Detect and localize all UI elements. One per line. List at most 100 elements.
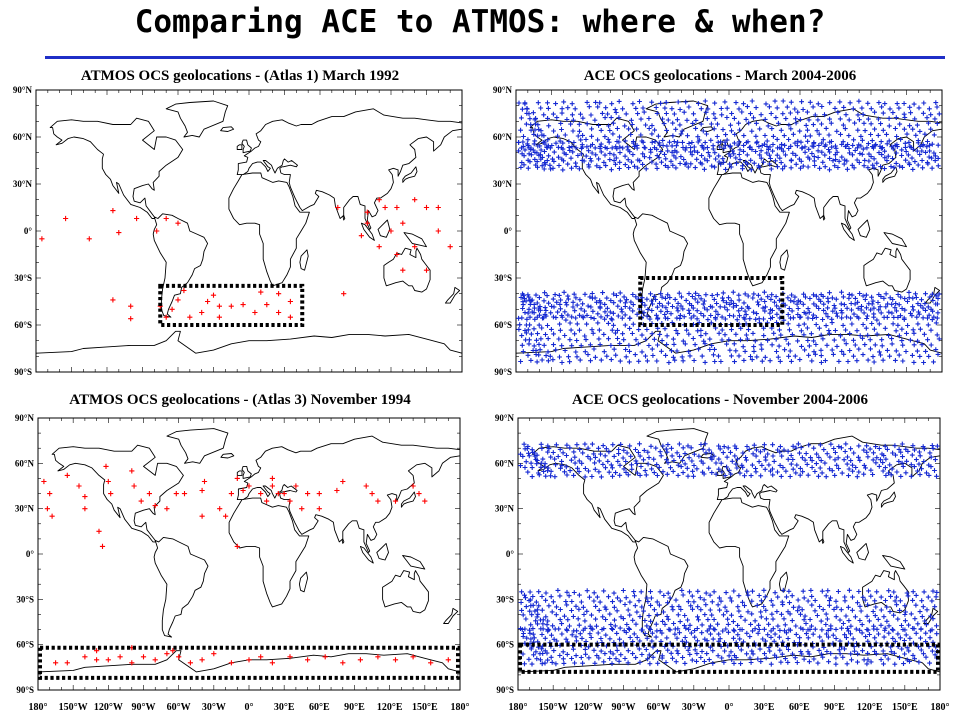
occultation-marker [843, 341, 849, 347]
occultation-marker [913, 630, 919, 636]
occultation-marker [822, 152, 828, 158]
occultation-marker [529, 447, 535, 453]
occultation-marker [616, 447, 621, 452]
occultation-marker [584, 121, 590, 127]
occultation-marker [883, 598, 888, 603]
occultation-marker [806, 117, 812, 123]
occultation-marker [778, 160, 784, 165]
occultation-marker [615, 459, 621, 464]
occultation-marker [817, 634, 823, 640]
occultation-marker [545, 116, 550, 121]
occultation-marker [594, 163, 600, 169]
occultation-marker [694, 308, 700, 314]
occultation-marker [843, 441, 849, 447]
occultation-marker [828, 651, 834, 656]
occultation-marker [759, 598, 764, 604]
occultation-marker [675, 626, 681, 632]
occultation-marker [858, 134, 864, 139]
occultation-marker [913, 132, 919, 138]
occultation-marker [598, 314, 604, 320]
occultation-marker [756, 144, 762, 149]
occultation-marker [737, 313, 742, 319]
occultation-marker [595, 320, 601, 326]
occultation-marker [847, 331, 853, 336]
occultation-marker [886, 138, 892, 144]
occultation-marker [612, 623, 618, 629]
occultation-marker [611, 300, 617, 306]
occultation-marker [849, 292, 855, 298]
occultation-marker [753, 149, 758, 154]
occultation-marker [675, 301, 681, 306]
occultation-marker [683, 160, 689, 166]
occultation-marker [550, 357, 556, 363]
occultation-marker [912, 616, 918, 622]
occultation-marker [627, 326, 632, 331]
occultation-marker [753, 453, 759, 459]
occultation-marker [774, 654, 779, 660]
occultation-marker [584, 100, 590, 105]
occultation-marker [678, 154, 684, 159]
occultation-marker [826, 147, 831, 152]
occultation-marker [686, 104, 692, 110]
occultation-marker [608, 357, 614, 362]
occultation-marker [526, 294, 532, 300]
occultation-marker [581, 612, 587, 617]
occultation-marker [902, 651, 907, 657]
occultation-marker [562, 333, 568, 338]
occultation-marker [855, 659, 860, 665]
occultation-marker [725, 622, 731, 627]
occultation-marker [865, 651, 870, 656]
occultation-marker [892, 305, 898, 311]
occultation-marker [746, 327, 751, 332]
occultation-marker [896, 459, 902, 464]
occultation-marker [917, 144, 923, 149]
occultation-marker [799, 328, 804, 334]
occultation-marker [610, 473, 615, 479]
occultation-marker [794, 462, 800, 468]
occultation-marker [770, 442, 775, 448]
occultation-marker [690, 121, 696, 126]
occultation-marker [86, 236, 92, 242]
occultation-marker [726, 629, 731, 635]
occultation-marker [534, 359, 540, 365]
occultation-marker [788, 110, 793, 116]
occultation-marker [847, 100, 853, 106]
occultation-marker [646, 613, 652, 618]
occultation-marker [677, 107, 683, 112]
occultation-marker [736, 308, 742, 314]
occultation-marker [913, 291, 918, 297]
occultation-marker [615, 336, 620, 341]
occultation-marker [578, 343, 584, 349]
occultation-marker [535, 164, 540, 170]
occultation-marker [738, 647, 744, 653]
occultation-marker [538, 105, 544, 111]
occultation-marker [917, 449, 922, 455]
occultation-marker [649, 331, 655, 337]
occultation-marker [763, 655, 769, 661]
occultation-marker [639, 332, 645, 338]
occultation-marker [744, 152, 750, 158]
occultation-marker [936, 291, 942, 297]
occultation-marker [613, 352, 619, 358]
occultation-marker [881, 614, 887, 620]
lon-tick-label: 180° [509, 702, 528, 713]
occultation-marker [665, 590, 671, 596]
occultation-marker [758, 148, 764, 154]
occultation-marker [890, 627, 896, 633]
occultation-marker [787, 327, 792, 333]
occultation-marker [520, 106, 525, 112]
occultation-marker [723, 132, 728, 137]
occultation-marker [768, 297, 774, 302]
occultation-marker [728, 153, 733, 159]
occultation-marker [610, 442, 616, 448]
occultation-marker [731, 619, 736, 624]
occultation-marker [588, 635, 594, 640]
occultation-marker [790, 150, 796, 156]
occultation-marker [293, 483, 299, 489]
occultation-marker [574, 321, 580, 327]
occultation-marker [781, 133, 787, 138]
lat-tick-label: 90°N [13, 85, 33, 95]
occultation-marker [872, 126, 877, 132]
occultation-marker [228, 303, 234, 309]
occultation-marker [933, 457, 938, 462]
